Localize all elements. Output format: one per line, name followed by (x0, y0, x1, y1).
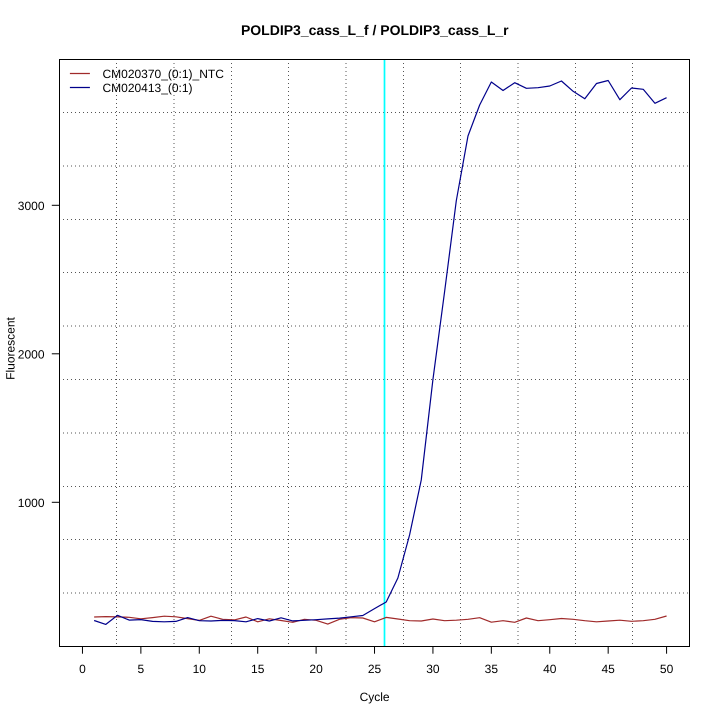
svg-text:0: 0 (79, 662, 86, 676)
svg-text:15: 15 (251, 662, 265, 676)
svg-text:5: 5 (138, 662, 145, 676)
svg-text:30: 30 (426, 662, 440, 676)
svg-text:CM020413_(0:1): CM020413_(0:1) (103, 81, 193, 95)
svg-text:Fluorescent: Fluorescent (4, 316, 18, 379)
svg-text:25: 25 (368, 662, 382, 676)
svg-text:50: 50 (660, 662, 674, 676)
svg-text:40: 40 (543, 662, 557, 676)
svg-text:20: 20 (309, 662, 323, 676)
svg-text:CM020370_(0:1)_NTC: CM020370_(0:1)_NTC (103, 67, 225, 81)
svg-text:35: 35 (485, 662, 499, 676)
svg-text:10: 10 (193, 662, 207, 676)
svg-text:3000: 3000 (18, 199, 45, 213)
svg-text:2000: 2000 (18, 348, 45, 362)
svg-text:Cycle: Cycle (360, 690, 390, 704)
svg-text:1000: 1000 (18, 496, 45, 510)
svg-text:POLDIP3_cass_L_f / POLDIP3_cas: POLDIP3_cass_L_f / POLDIP3_cass_L_r (241, 22, 509, 38)
svg-text:45: 45 (601, 662, 615, 676)
